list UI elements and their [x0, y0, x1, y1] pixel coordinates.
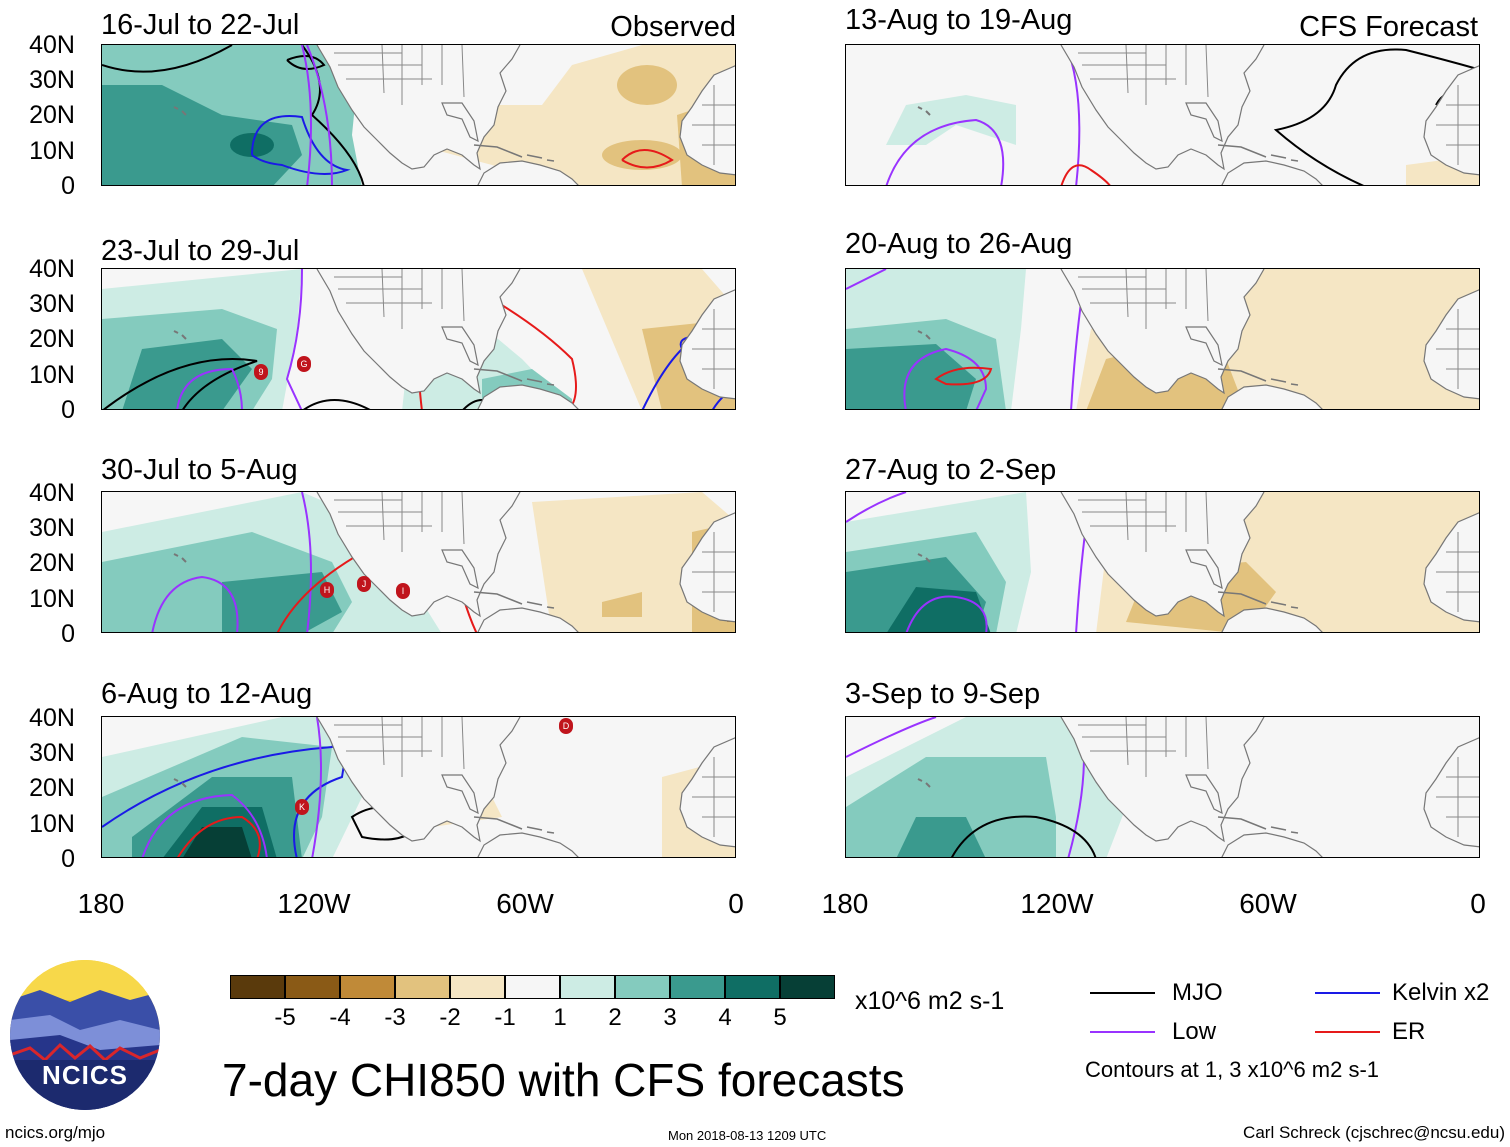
- panel-title: 30-Jul to 5-Aug: [101, 454, 298, 486]
- colorbar-swatch: [230, 975, 285, 999]
- panel-corner-label: CFS Forecast: [1299, 11, 1478, 43]
- map-panel: [845, 44, 1480, 186]
- lon-label: 60W: [1239, 888, 1297, 919]
- lat-label: 30N: [29, 290, 75, 318]
- lon-label: 120W: [1020, 888, 1094, 919]
- map-panel: [101, 491, 736, 633]
- legend-label-er: ER: [1392, 1018, 1426, 1045]
- legend-contours-note: Contours at 1, 3 x10^6 m2 s-1: [1085, 1057, 1380, 1082]
- lat-label: 10N: [29, 137, 75, 165]
- colorbar-swatch: [450, 975, 505, 999]
- lat-label: 20N: [29, 549, 75, 577]
- ncics-logo: NCICS: [10, 960, 160, 1110]
- colorbar-label: -2: [439, 1004, 461, 1031]
- colorbar-label: 2: [608, 1004, 622, 1031]
- legend-line-mjo: [1090, 992, 1155, 994]
- lon-label: 180: [77, 888, 125, 919]
- storm-marker: I: [396, 583, 410, 599]
- panel-corner-label: Observed: [610, 11, 736, 43]
- lon-label: 60W: [496, 888, 554, 919]
- lon-label: 120W: [277, 888, 351, 919]
- panel-title: 3-Sep to 9-Sep: [845, 678, 1041, 710]
- lat-label: 0: [61, 845, 75, 873]
- figure-title: 7-day CHI850 with CFS forecasts: [222, 1054, 905, 1106]
- logo-text: NCICS: [42, 1060, 128, 1090]
- legend-label-low: Low: [1172, 1018, 1217, 1045]
- lat-label: 30N: [29, 66, 75, 94]
- colorbar-label: 4: [718, 1004, 732, 1031]
- panel-title: 6-Aug to 12-Aug: [101, 678, 313, 710]
- lat-label: 40N: [29, 255, 75, 283]
- storm-marker: K: [295, 799, 309, 815]
- colorbar-label: -1: [494, 1004, 516, 1031]
- lat-label: 0: [61, 396, 75, 424]
- colorbar-swatch: [725, 975, 780, 999]
- lat-label: 10N: [29, 810, 75, 838]
- storm-marker: D: [559, 718, 573, 734]
- lat-label: 20N: [29, 101, 75, 129]
- lat-label: 10N: [29, 585, 75, 613]
- legend-line-kelvin: [1315, 992, 1380, 994]
- colorbar-swatch: [780, 975, 835, 999]
- legend-line-low: [1090, 1031, 1155, 1033]
- lat-label: 30N: [29, 739, 75, 767]
- map-panel: [845, 268, 1480, 410]
- panel-title: 27-Aug to 2-Sep: [845, 454, 1057, 486]
- lon-label: 0: [1470, 888, 1486, 919]
- map-panel: [845, 716, 1480, 858]
- colorbar-swatch: [395, 975, 450, 999]
- storm-marker: 9: [254, 364, 268, 380]
- colorbar-units: x10^6 m2 s-1: [855, 987, 1005, 1015]
- legend-line-er: [1315, 1031, 1380, 1033]
- lat-label: 40N: [29, 704, 75, 732]
- lon-label: 180: [821, 888, 869, 919]
- storm-marker: G: [297, 356, 311, 372]
- colorbar-label: -5: [274, 1004, 296, 1031]
- legend-label-mjo: MJO: [1172, 979, 1223, 1006]
- colorbar: [230, 975, 835, 999]
- colorbar-swatch: [340, 975, 395, 999]
- colorbar-label: 3: [663, 1004, 677, 1031]
- panel-title: 23-Jul to 29-Jul: [101, 235, 300, 267]
- footer-credit: Carl Schreck (cjschrec@ncsu.edu): [1243, 1123, 1505, 1142]
- legend-label-kelvin: Kelvin x2: [1392, 979, 1490, 1006]
- lat-label: 0: [61, 172, 75, 200]
- panel-title: 13-Aug to 19-Aug: [845, 4, 1073, 36]
- colorbar-swatch: [560, 975, 615, 999]
- colorbar-label: 5: [773, 1004, 787, 1031]
- colorbar-swatch: [285, 975, 340, 999]
- colorbar-swatch: [670, 975, 725, 999]
- map-panel: [101, 44, 736, 186]
- storm-marker: H: [320, 582, 334, 598]
- footer-link[interactable]: ncics.org/mjo: [5, 1123, 106, 1142]
- colorbar-label: 1: [553, 1004, 567, 1031]
- storm-marker: J: [357, 576, 371, 592]
- lat-label: 0: [61, 620, 75, 648]
- colorbar-label: -3: [384, 1004, 406, 1031]
- lat-label: 20N: [29, 325, 75, 353]
- map-panel: [101, 716, 736, 858]
- map-panel: [101, 268, 736, 410]
- colorbar-swatch: [615, 975, 670, 999]
- lat-label: 10N: [29, 361, 75, 389]
- panel-title: 20-Aug to 26-Aug: [845, 228, 1073, 260]
- lat-label: 20N: [29, 774, 75, 802]
- lat-label: 30N: [29, 514, 75, 542]
- panel-title: 16-Jul to 22-Jul: [101, 9, 300, 41]
- lat-label: 40N: [29, 479, 75, 507]
- lon-label: 0: [728, 888, 744, 919]
- map-panel: [845, 491, 1480, 633]
- footer-timestamp: Mon 2018-08-13 1209 UTC: [668, 1128, 827, 1143]
- colorbar-label: -4: [329, 1004, 351, 1031]
- lat-label: 40N: [29, 31, 75, 59]
- colorbar-swatch: [505, 975, 560, 999]
